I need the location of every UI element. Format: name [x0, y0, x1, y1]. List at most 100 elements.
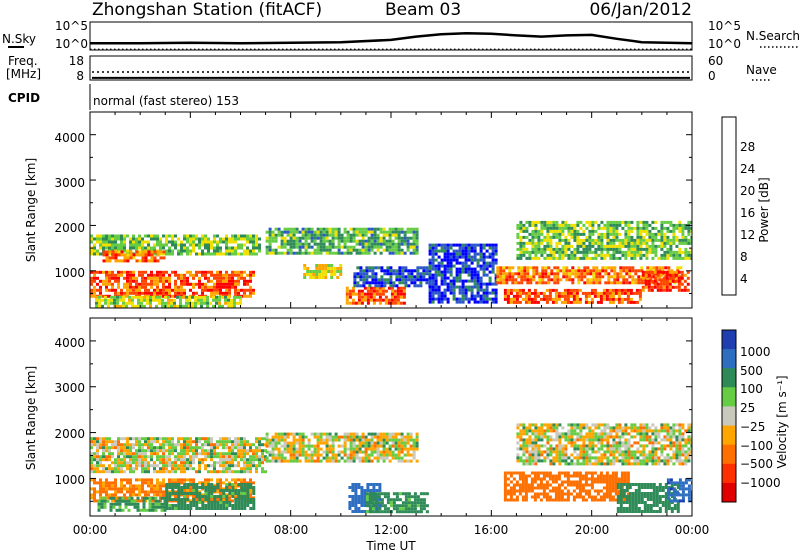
heatmap-cell-r9: [592, 269, 596, 273]
heatmap-cell-r4: [322, 438, 326, 442]
heatmap-cell-r4: [352, 230, 356, 234]
heatmap-cell-r4: [373, 435, 377, 439]
heatmap-cell-r8: [443, 273, 447, 277]
heatmap-cell-r3: [180, 492, 184, 495]
heatmap-cell-r11: [663, 253, 667, 257]
heatmap-cell-r0: [189, 437, 192, 441]
heatmap-cell-r3: [201, 504, 205, 507]
heatmap-cell-r4: [361, 438, 365, 442]
heatmap-cell-r4: [382, 450, 386, 454]
heatmap-cell-r4: [415, 432, 419, 436]
heatmap-cell-r4: [397, 242, 401, 246]
heatmap-cell-r10: [506, 297, 510, 301]
heatmap-cell-r4: [307, 444, 311, 448]
heatmap-cell-r3: [243, 483, 247, 486]
heatmap-cell-r11: [576, 238, 580, 242]
heatmap-cell-r11: [636, 241, 640, 245]
heatmap-cell-r0: [231, 470, 234, 474]
heatmap-cell-r10: [527, 288, 531, 292]
heatmap-cell-r3: [134, 295, 137, 299]
heatmap-cell-r1: [249, 270, 252, 274]
heatmap-cell-r9: [604, 281, 608, 285]
heatmap-cell-r0: [174, 461, 177, 465]
heatmap-cell-r5: [354, 498, 358, 501]
heatmap-cell-r1: [147, 478, 150, 482]
heatmap-cell-r7: [422, 275, 426, 279]
heatmap-cell-r0: [120, 240, 123, 244]
heatmap-cell-r8: [434, 252, 438, 256]
heatmap-cell-r4: [355, 444, 359, 448]
heatmap-cell-r3: [155, 304, 158, 308]
heatmap-cell-r1: [180, 291, 183, 295]
heatmap-cell-r4: [331, 236, 335, 240]
heatmap-cell-r4: [277, 456, 281, 460]
heatmap-cell-r7: [377, 281, 381, 285]
heatmap-cell-r11: [519, 247, 523, 251]
heatmap-cell-r0: [234, 440, 237, 444]
heatmap-cell-r0: [162, 461, 165, 465]
heatmap-cell-r2: [118, 499, 122, 503]
heatmap-cell-r3: [246, 501, 250, 504]
heatmap-cell-r8: [467, 273, 471, 277]
heatmap-cell-r1: [174, 270, 177, 274]
heatmap-cell-r0: [144, 464, 147, 468]
heatmap-cell-r11: [672, 253, 676, 257]
heatmap-cell-r11: [624, 235, 628, 239]
heatmap-cell-r0: [189, 458, 192, 462]
heatmap-cell-r9: [667, 269, 671, 273]
heatmap-cell-r0: [213, 246, 216, 250]
heatmap-cell-r11: [561, 256, 565, 260]
heatmap-cell-r1: [174, 279, 177, 283]
heatmap-cell-r0: [210, 449, 213, 453]
heatmap-cell-r0: [237, 470, 240, 474]
heatmap-cell-r4: [274, 444, 278, 448]
heatmap-cell-r7: [386, 272, 390, 276]
heatmap-cell-r0: [96, 252, 99, 256]
heatmap-cell-r0: [135, 240, 138, 244]
heatmap-cell-r8: [491, 297, 495, 301]
heatmap-cell-r9: [634, 272, 638, 276]
heatmap-cell-r4: [385, 441, 389, 445]
heatmap-cell-r3: [194, 298, 197, 302]
heatmap-cell-r11: [555, 229, 559, 233]
heatmap-cell-r1: [216, 285, 219, 289]
heatmap-cell-r9: [592, 272, 596, 276]
heatmap-cell-r4: [313, 236, 317, 240]
heatmap-cell-r1: [198, 481, 201, 485]
heatmap-cell-r9: [577, 275, 581, 279]
heatmap-cell-r4: [289, 233, 293, 237]
heatmap-cell-r0: [213, 467, 216, 471]
heatmap-cell-r11: [570, 253, 574, 257]
heatmap-cell-r0: [177, 243, 180, 247]
heatmap-cell-r7: [416, 278, 420, 282]
heatmap-cell-r0: [252, 249, 255, 253]
heatmap-cell-r4: [265, 239, 269, 243]
heatmap-cell-r11: [534, 241, 538, 245]
heatmap-cell-r7: [371, 269, 375, 273]
heatmap-cell-r3: [192, 483, 196, 486]
heatmap-cell-r0: [207, 252, 210, 256]
heatmap-cell-r6: [402, 289, 406, 293]
heatmap-cell-r1: [120, 288, 123, 292]
heatmap-cell-r0: [222, 252, 225, 256]
heatmap-cell-r4: [289, 459, 293, 463]
heatmap-cell-r0: [108, 452, 111, 456]
heatmap-cell-r11: [531, 250, 535, 254]
heatmap-cell-r11: [522, 247, 526, 251]
heatmap-cell-r0: [156, 237, 159, 241]
heatmap-cell-r6: [377, 510, 381, 514]
heatmap-cell-r1: [93, 487, 96, 491]
heatmap-cell-r7: [509, 492, 513, 496]
heatmap-cell-r0: [120, 234, 123, 238]
station-title: Zhongshan Station (fitACF): [92, 0, 322, 20]
heatmap-cell-r4: [322, 230, 326, 234]
heatmap-cell-r4: [268, 438, 272, 442]
heatmap-cell-r6: [380, 498, 384, 502]
heatmap-cell-r8: [482, 273, 486, 277]
heatmap-cell-r0: [204, 458, 207, 462]
heatmap-cell-r11: [546, 253, 550, 257]
heatmap-cell-r4: [391, 435, 395, 439]
heatmap-cell-r4: [391, 456, 395, 460]
heatmap-cell-r11: [561, 247, 565, 251]
heatmap-cell-r6: [383, 510, 387, 514]
